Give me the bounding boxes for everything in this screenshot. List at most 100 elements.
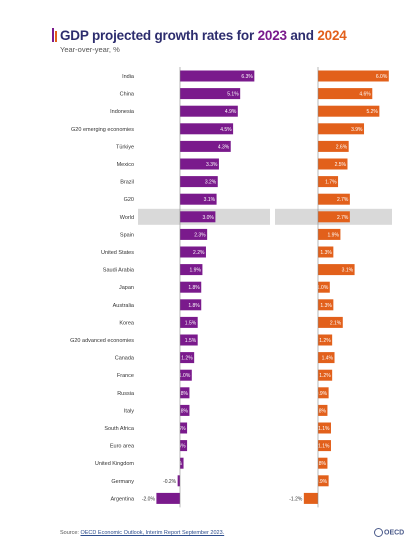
bar-2023 [180,140,231,152]
bar-2024 [318,193,350,205]
bar-2023 [180,352,195,364]
value-label-2023: 4.5% [220,127,232,133]
category-label: G20 [124,197,134,203]
bar-2024 [318,246,334,258]
bar-2023 [180,422,188,434]
value-label-2024: 2.1% [330,320,342,326]
bar-2023 [180,246,206,258]
value-label-2023: 4.3% [218,144,230,150]
category-label: China [120,92,135,98]
value-label-2024: 1.2% [319,373,331,379]
category-label: World [120,215,134,221]
bar-2024 [318,457,328,469]
bar-2023 [180,440,188,452]
bar-2024 [318,70,389,82]
bar-2024 [318,105,380,117]
source-link[interactable]: OECD Economic Outlook, Interim Report Se… [80,530,225,536]
category-label: United Kingdom [95,461,135,467]
bar-2024 [318,475,329,487]
value-label-2024: 1.1% [318,426,330,432]
bar-2024 [318,316,343,328]
title-accent-icon [52,28,57,42]
category-label: Indonesia [110,109,135,115]
bar-2023 [156,492,180,504]
bar-2023 [180,228,208,240]
bar-2024 [318,88,373,100]
bar-2023 [180,193,217,205]
category-label: Australia [113,303,135,309]
value-label-2023: 3.0% [202,215,214,221]
bar-2024 [318,334,333,346]
category-label: Euro area [110,444,135,450]
value-label-2023: 3.2% [205,180,217,186]
value-label-2024: 1.9% [328,232,340,238]
bar-2024 [318,440,331,452]
category-label: India [122,74,135,80]
bar-2024 [318,369,333,381]
bar-2023 [180,176,218,188]
value-label-2024: 1.7% [325,180,337,186]
value-label-2024: 1.1% [318,444,330,450]
value-label-2023: -0.2% [163,479,177,485]
bar-2024 [318,158,348,170]
chart-subtitle: Year-over-year, % [60,45,120,54]
bar-2023 [180,70,255,82]
value-label-2023: 3.3% [206,162,218,168]
value-label-2024: 0.9% [316,391,328,397]
value-label-2023: 2.2% [193,250,205,256]
bar-2023 [180,299,202,311]
bar-2024 [318,140,349,152]
value-label-2024: 3.9% [351,127,363,133]
value-label-2024: 1.0% [317,285,329,291]
source-note: Source: OECD Economic Outlook, Interim R… [60,530,225,536]
category-label: Mexico [117,162,134,168]
bar-2023 [180,334,198,346]
chart-title: GDP projected growth rates for 2023 and … [60,28,347,43]
chart-header: GDP projected growth rates for 2023 and … [60,28,347,54]
value-label-2023: 1.8% [188,285,200,291]
category-label: Korea [119,320,135,326]
value-label-2023: 1.5% [185,338,197,344]
value-label-2024: -1.2% [289,496,303,502]
bar-2023 [180,105,238,117]
value-label-2023: 2.3% [194,232,206,238]
value-label-2024: 2.5% [335,162,347,168]
value-label-2024: 3.1% [342,268,354,274]
value-label-2023: 1.9% [190,268,202,274]
bar-2023 [180,211,216,223]
value-label-2024: 1.4% [322,356,334,362]
value-label-2024: 2.6% [336,144,348,150]
title-year-2024: 2024 [317,28,347,43]
value-label-2023: 4.9% [225,109,237,115]
bar-2024 [318,176,339,188]
bar-2024 [318,404,328,416]
category-label: Spain [120,232,134,238]
value-label-2024: 4.6% [359,92,371,98]
value-label-2024: 1.2% [319,338,331,344]
value-label-2023: 1.2% [181,356,193,362]
bar-2023 [180,369,192,381]
category-label: United States [101,250,134,256]
bar-2024 [318,299,334,311]
oecd-logo: OECD [374,528,404,537]
bar-2024 [318,228,341,240]
value-label-2023: 5.1% [227,92,239,98]
bar-2024 [318,387,329,399]
bar-2023 [180,158,219,170]
value-label-2024: 2.7% [337,197,349,203]
value-label-2023: 1.0% [179,373,191,379]
bar-2023 [177,475,180,487]
category-label: Brazil [120,180,134,186]
category-label: Canada [115,356,135,362]
value-label-2024: 2.7% [337,215,349,221]
bar-2023 [180,264,203,276]
title-year-2023: 2023 [257,28,287,43]
bar-2024 [318,264,355,276]
value-label-2024: 0.9% [316,479,328,485]
value-label-2023: -2.0% [142,496,156,502]
category-label: G20 emerging economies [71,127,134,133]
category-label: Saudi Arabia [103,268,135,274]
value-label-2023: 1.8% [188,303,200,309]
bar-2023 [180,123,234,135]
